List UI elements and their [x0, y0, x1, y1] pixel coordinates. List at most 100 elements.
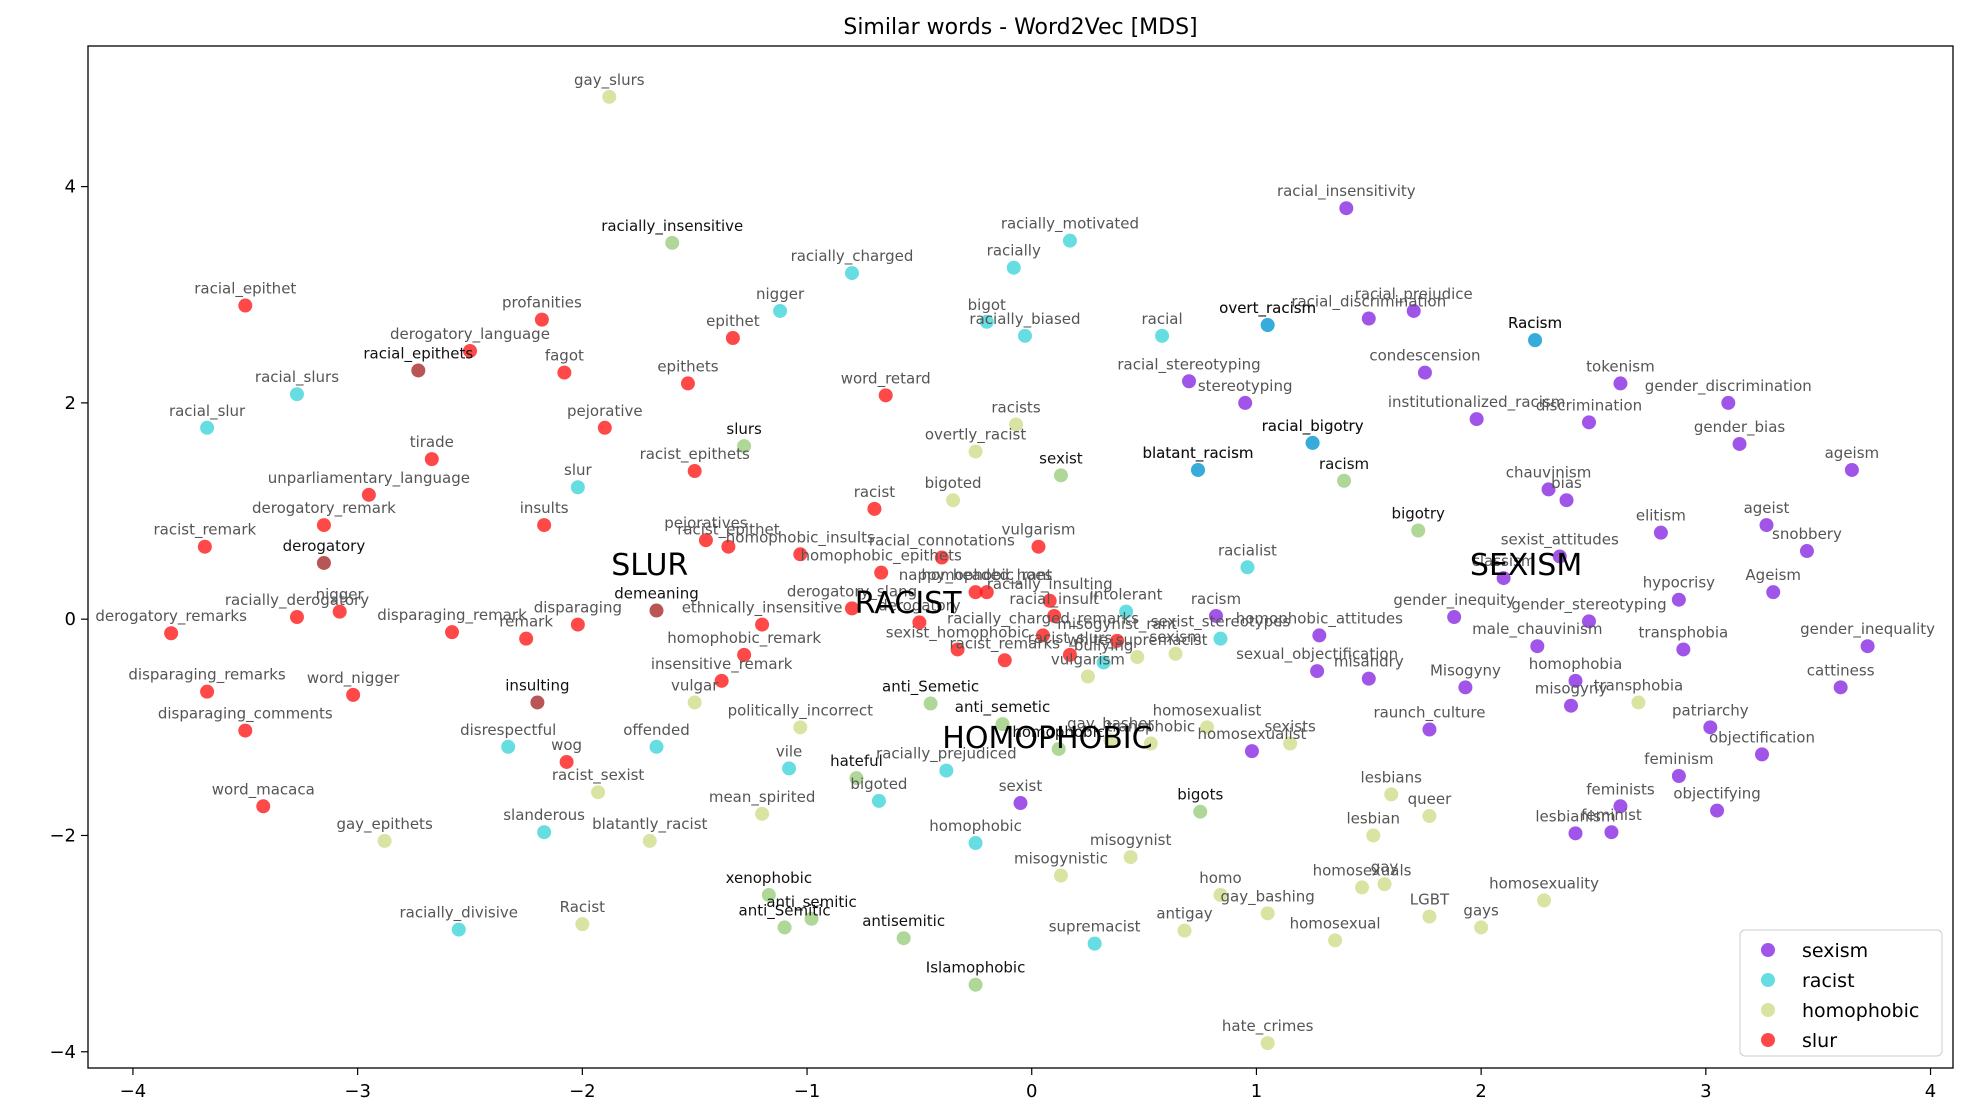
point-label: racist — [854, 483, 896, 501]
data-point — [1710, 803, 1725, 818]
point-label: overtly_racist — [925, 426, 1026, 445]
point-label: racial_epithet — [194, 280, 296, 299]
point-label: word_nigger — [307, 669, 400, 688]
point-label: racial_bigotry — [1262, 417, 1364, 436]
point-label: homo — [1199, 869, 1241, 887]
point-label: bigoted — [925, 474, 982, 492]
legend-entry: sexism — [1802, 940, 1868, 962]
point-label: derogatory — [878, 596, 961, 614]
point-label: racial_slur — [169, 402, 246, 421]
data-point — [1564, 698, 1579, 713]
data-point — [1168, 646, 1183, 661]
data-point — [346, 687, 361, 702]
data-point — [1283, 736, 1298, 751]
data-point — [1613, 376, 1628, 391]
data-point — [649, 739, 664, 754]
data-point — [1496, 571, 1511, 586]
data-point — [1417, 365, 1432, 380]
data-point — [979, 314, 994, 329]
point-label: slanderous — [503, 806, 585, 824]
point-label: nigger — [316, 586, 365, 604]
point-label: sexist — [999, 777, 1043, 795]
point-label: homosexuality — [1489, 874, 1599, 892]
category-labels-layer: SLUR RACIST HOMOPHOBIC SEXISM — [611, 548, 1582, 756]
point-label: racial_connotations — [869, 532, 1015, 551]
data-point — [1759, 518, 1774, 533]
point-label: disparaging — [534, 599, 622, 617]
point-label: anti_Semetic — [882, 678, 979, 697]
point-label: hypocrisy — [1643, 574, 1715, 592]
point-label: slurs — [726, 420, 762, 438]
point-label: politically_incorrect — [728, 701, 874, 720]
point-label: Ageism — [1745, 566, 1801, 584]
points-layer — [164, 89, 1875, 1051]
data-point — [968, 836, 983, 851]
data-point — [1191, 462, 1206, 477]
data-point — [1422, 909, 1437, 924]
point-label: bigot — [968, 296, 1006, 314]
x-tick-label: −2 — [569, 1081, 596, 1102]
data-point — [1096, 655, 1111, 670]
point-label: bigots — [1177, 786, 1223, 804]
point-labels-layer: racial_insensitivity racial_discriminatio… — [95, 71, 1935, 1036]
point-label: racial_insult — [1009, 590, 1099, 609]
point-label: racial_insensitivity — [1277, 182, 1416, 201]
point-label: disrespectful — [460, 721, 556, 739]
point-label: gays — [1463, 901, 1499, 919]
data-point — [1310, 664, 1325, 679]
y-tick-label: 2 — [65, 393, 76, 414]
category-label: HOMOPHOBIC — [942, 721, 1152, 756]
data-point — [939, 763, 954, 778]
data-point — [997, 653, 1012, 668]
data-point — [874, 565, 889, 580]
data-point — [501, 739, 516, 754]
category-label: RACIST — [855, 586, 962, 621]
legend-entry: racist — [1802, 970, 1855, 992]
data-point — [597, 420, 612, 435]
data-point — [1766, 585, 1781, 600]
point-label: overt_racism — [1219, 299, 1316, 318]
point-label: elitism — [1636, 507, 1686, 525]
point-label: derogatory_remark — [252, 499, 396, 518]
data-point — [1130, 650, 1145, 665]
point-label: anti_semetic — [955, 698, 1050, 717]
legend-marker — [1761, 1033, 1775, 1047]
data-point — [680, 376, 695, 391]
data-point — [1411, 523, 1426, 538]
point-label: hate_crimes — [1222, 1017, 1314, 1036]
point-label: slur — [564, 461, 592, 479]
point-label: lesbians — [1361, 768, 1423, 786]
point-label: misogynistic — [1014, 849, 1108, 867]
point-label: homophobic_rant — [921, 566, 1052, 585]
point-label: sexual_objectification — [1236, 645, 1398, 664]
point-label: insulting — [505, 676, 569, 694]
point-label: racially_insensitive — [601, 217, 743, 236]
data-point — [570, 480, 585, 495]
point-label: word_macaca — [212, 780, 315, 799]
data-point — [1703, 720, 1718, 735]
data-point — [316, 555, 331, 570]
data-point — [1213, 631, 1228, 646]
point-label: vulgar — [671, 676, 719, 694]
data-point — [1013, 796, 1028, 811]
point-label: insensitive_remark — [651, 655, 793, 674]
point-label: homophobic_epithets — [801, 547, 963, 566]
point-label: sexist_homophobic — [886, 623, 1030, 642]
data-point — [570, 617, 585, 632]
legend: sexism racist homophobic slur — [1739, 929, 1943, 1057]
y-tick-label: −4 — [49, 1042, 76, 1063]
data-point — [995, 717, 1010, 732]
data-point — [1087, 936, 1102, 951]
data-point — [1552, 549, 1567, 564]
legend-marker — [1761, 1003, 1775, 1017]
point-label: homophobia — [1529, 655, 1623, 673]
data-point — [1671, 769, 1686, 783]
point-label: nigger — [756, 285, 805, 303]
data-point — [1337, 473, 1352, 488]
point-label: Racism — [1508, 314, 1562, 332]
data-point — [912, 615, 927, 630]
x-tick-label: −1 — [794, 1081, 821, 1102]
point-label: racially_charged — [791, 247, 914, 266]
data-point — [649, 603, 664, 618]
point-label: homophobic_insults — [726, 528, 875, 547]
